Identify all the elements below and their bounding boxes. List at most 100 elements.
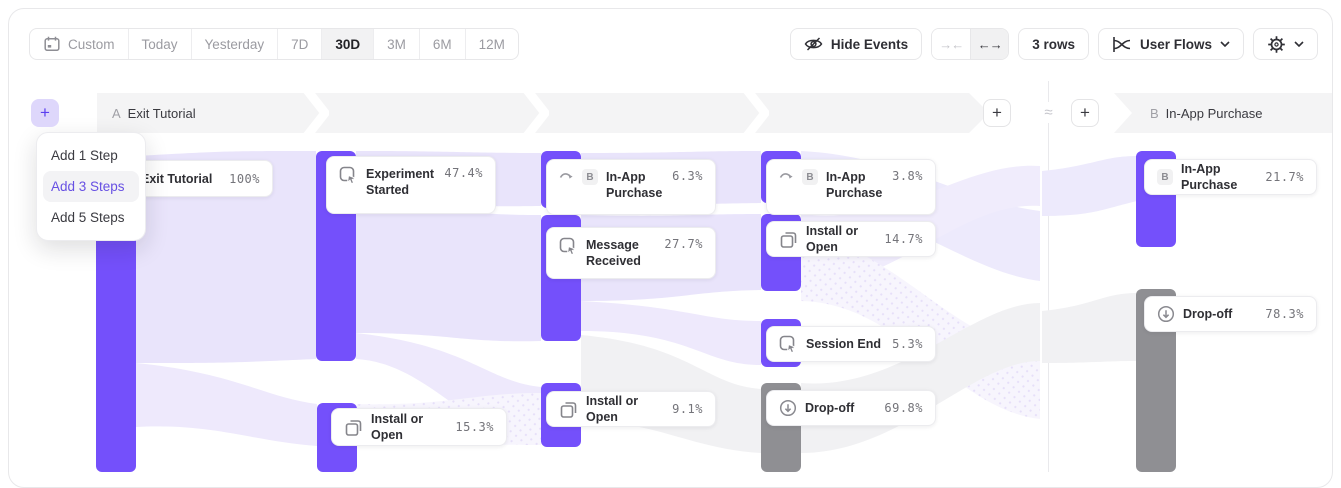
date-range-label: 12M: [478, 36, 505, 52]
node-label: Install or Open: [371, 412, 424, 442]
node-value: 9.1%: [672, 402, 703, 416]
date-range-today[interactable]: Today: [127, 29, 191, 59]
flow-node-drop-off-b[interactable]: Drop-off 78.3%: [1144, 296, 1317, 332]
date-range-label: 30D: [335, 36, 361, 52]
node-label: Install or Open: [586, 394, 639, 424]
node-value: 27.7%: [664, 237, 703, 251]
segment-b-title: B In-App Purchase: [1114, 106, 1263, 121]
toolbar-right: Hide Events →← ←→ 3 rows User Flows: [789, 28, 1318, 60]
window-copy-icon: [559, 400, 578, 419]
date-range-30d[interactable]: 30D: [321, 29, 374, 59]
skip-arrow-icon: [559, 169, 574, 181]
date-range-7d[interactable]: 7D: [277, 29, 321, 59]
node-value: 14.7%: [884, 232, 923, 246]
window-copy-icon: [779, 230, 798, 249]
drop-off-icon: [1157, 305, 1175, 323]
node-value: 15.3%: [455, 420, 494, 434]
flow-node-drop-off[interactable]: Drop-off 69.8%: [766, 390, 936, 426]
segment-b-prefix: B: [1150, 105, 1159, 121]
menu-item-add-3-steps[interactable]: Add 3 Steps: [43, 171, 139, 202]
rows-button[interactable]: 3 rows: [1018, 28, 1089, 60]
step-separator-chevron: [523, 93, 549, 133]
hide-events-label: Hide Events: [830, 36, 909, 52]
flow-node-message-received[interactable]: Message Received 27.7%: [546, 227, 716, 279]
view-selector-dropdown[interactable]: User Flows: [1097, 28, 1244, 60]
skip-arrow-icon: [779, 169, 794, 181]
date-range-yesterday[interactable]: Yesterday: [190, 29, 278, 59]
node-label: In-App Purchase: [826, 170, 883, 200]
settings-dropdown-button[interactable]: [1253, 28, 1318, 60]
node-value: 21.7%: [1265, 170, 1304, 184]
node-label: Session End: [806, 337, 882, 351]
menu-item-add-5-steps[interactable]: Add 5 Steps: [51, 210, 125, 225]
node-value: 100%: [229, 171, 260, 186]
date-range-label: Yesterday: [204, 36, 265, 52]
node-value: 69.8%: [884, 401, 923, 415]
plus-icon: +: [992, 103, 1002, 122]
date-range-12m[interactable]: 12M: [464, 29, 518, 59]
expand-icon: ←→: [977, 36, 1003, 52]
add-step-after-a-button[interactable]: +: [983, 99, 1011, 127]
flow-node-session-end[interactable]: Session End 5.3%: [766, 326, 936, 362]
node-label: In-App Purchase: [606, 170, 663, 200]
expand-columns-button[interactable]: ←→: [970, 29, 1009, 59]
add-steps-menu: Add 1 Step Add 3 Steps Add 5 Steps: [36, 132, 146, 241]
window-copy-icon: [344, 418, 363, 437]
cursor-click-icon: [779, 335, 798, 354]
node-label: Exit Tutorial: [141, 171, 213, 186]
add-step-button-open[interactable]: +: [31, 99, 59, 127]
hide-events-button[interactable]: Hide Events: [789, 28, 923, 60]
chevron-down-icon: [1220, 41, 1230, 47]
flow-node-experiment-started[interactable]: Experiment Started 47.4%: [326, 156, 496, 214]
add-step-before-b-button[interactable]: +: [1071, 99, 1099, 127]
plus-icon: +: [40, 103, 50, 122]
toolbar: Custom Today Yesterday 7D 30D 3M 6M 12M …: [29, 28, 1318, 60]
calendar-icon: [43, 35, 61, 53]
rows-label: 3 rows: [1032, 36, 1075, 52]
segment-a-label: Exit Tutorial: [127, 105, 196, 121]
segment-b-label: In-App Purchase: [1165, 105, 1263, 121]
approx-symbol: ≈: [1037, 102, 1060, 123]
cursor-click-icon: [559, 237, 578, 256]
date-range-label: Custom: [68, 36, 115, 52]
report-panel: Custom Today Yesterday 7D 30D 3M 6M 12M …: [8, 8, 1333, 488]
segment-a-prefix: A: [112, 105, 121, 121]
node-label: Install or Open: [806, 224, 859, 254]
step-separator-chevron: [743, 93, 769, 133]
date-range-label: 3M: [387, 36, 406, 52]
flow-node-install-or-open[interactable]: Install or Open 15.3%: [331, 408, 507, 446]
chevron-down-icon: [1294, 41, 1304, 47]
node-label: Drop-off: [1183, 307, 1233, 321]
node-label: Drop-off: [805, 401, 855, 415]
segment-divider-line: [1048, 81, 1049, 472]
flow-node-in-app-purchase[interactable]: B In-App Purchase 3.8%: [766, 159, 936, 215]
segment-b-band[interactable]: B In-App Purchase: [1114, 93, 1332, 133]
node-value: 3.8%: [892, 169, 923, 183]
gear-icon: [1267, 35, 1286, 54]
collapse-expand-toggle: →← ←→: [931, 28, 1010, 60]
date-range-selector: Custom Today Yesterday 7D 30D 3M 6M 12M: [29, 28, 519, 60]
node-label: Experiment Started: [366, 167, 435, 197]
segment-b-badge: B: [1157, 169, 1173, 185]
date-range-label: 6M: [432, 36, 452, 52]
eye-off-icon: [804, 35, 823, 53]
collapse-columns-button[interactable]: →←: [932, 29, 971, 59]
segment-b-badge: B: [582, 169, 598, 185]
user-flows-icon: [1112, 36, 1132, 53]
flow-node-install-or-open[interactable]: Install or Open 14.7%: [766, 221, 936, 257]
node-label: In-App Purchase: [1181, 162, 1238, 192]
drop-off-icon: [779, 399, 797, 417]
cursor-click-icon: [339, 166, 358, 185]
flow-node-in-app-purchase[interactable]: B In-App Purchase 6.3%: [546, 159, 716, 215]
flow-node-install-or-open[interactable]: Install or Open 9.1%: [546, 391, 716, 427]
collapse-icon: →←: [939, 36, 964, 52]
date-range-3m[interactable]: 3M: [373, 29, 419, 59]
node-value: 78.3%: [1265, 307, 1304, 321]
flow-node-in-app-purchase-b[interactable]: B In-App Purchase 21.7%: [1144, 159, 1317, 195]
date-range-6m[interactable]: 6M: [418, 29, 465, 59]
node-value: 6.3%: [672, 169, 703, 183]
segment-a-band[interactable]: A Exit Tutorial: [97, 93, 989, 133]
menu-item-add-1-step[interactable]: Add 1 Step: [51, 148, 118, 163]
date-range-custom[interactable]: Custom: [30, 29, 128, 59]
segment-a-title: A Exit Tutorial: [97, 106, 196, 121]
